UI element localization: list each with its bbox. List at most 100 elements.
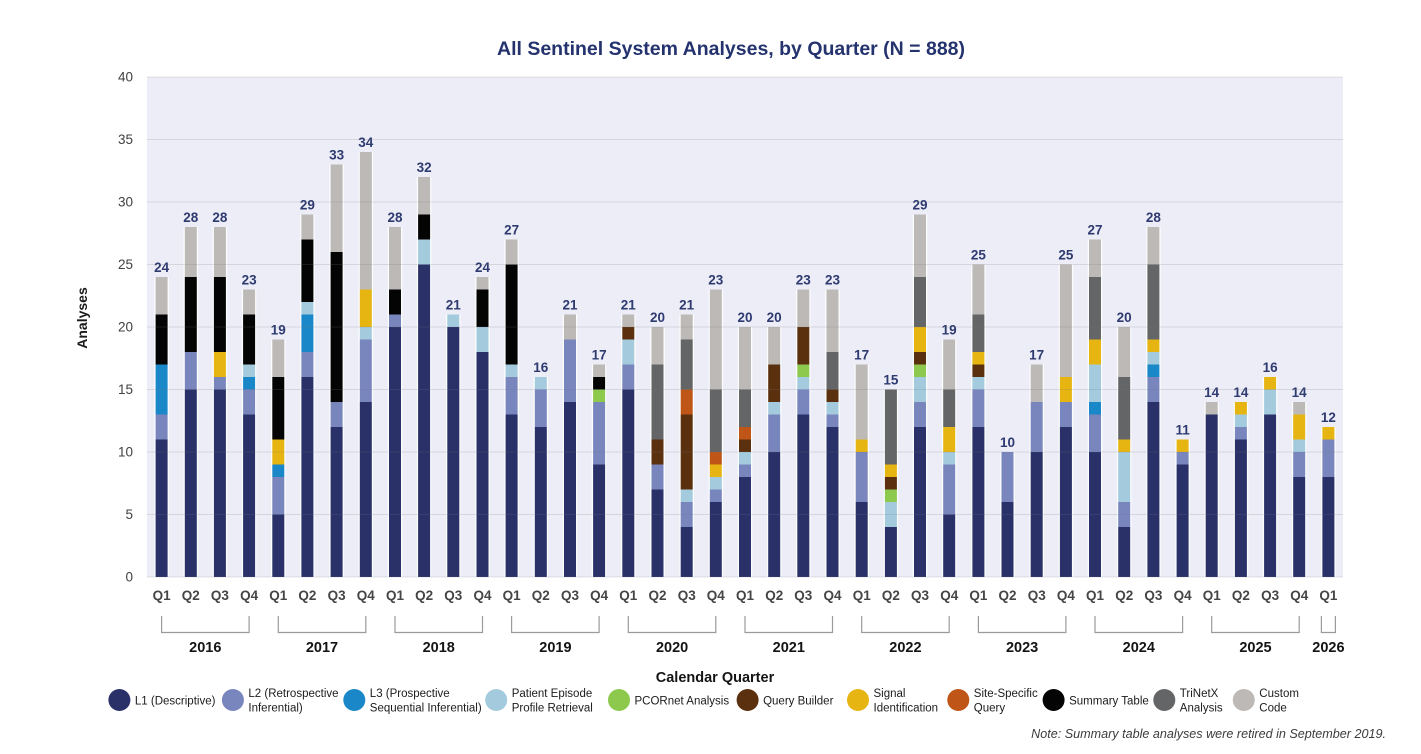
svg-text:Q2: Q2 [298,588,316,603]
svg-text:2019: 2019 [539,640,571,656]
svg-text:Q1: Q1 [503,588,522,603]
svg-text:14: 14 [1233,385,1249,400]
svg-text:10: 10 [1000,435,1015,450]
svg-text:21: 21 [446,298,462,313]
svg-text:20: 20 [737,310,752,325]
svg-text:Q3: Q3 [911,588,930,603]
svg-text:20: 20 [1117,310,1132,325]
svg-text:PCORnet Analysis: PCORnet Analysis [635,696,730,708]
svg-text:21: 21 [679,298,695,313]
svg-text:Q4: Q4 [940,588,959,603]
svg-text:Q1: Q1 [386,588,405,603]
svg-text:Analysis: Analysis [1180,703,1223,715]
svg-text:25: 25 [118,257,133,272]
svg-text:Q2: Q2 [648,588,666,603]
svg-text:34: 34 [358,135,374,150]
svg-text:Q2: Q2 [182,588,200,603]
svg-text:Q1: Q1 [1086,588,1105,603]
svg-text:2018: 2018 [423,640,455,656]
svg-text:25: 25 [971,248,987,263]
svg-text:Q4: Q4 [823,588,842,603]
svg-text:Q1: Q1 [1203,588,1222,603]
svg-text:Q2: Q2 [998,588,1016,603]
svg-text:Q1: Q1 [153,588,172,603]
svg-text:Q3: Q3 [1261,588,1280,603]
svg-text:2025: 2025 [1239,640,1271,656]
svg-text:20: 20 [767,310,782,325]
svg-text:Q3: Q3 [1144,588,1163,603]
svg-text:27: 27 [504,223,519,238]
svg-text:Q3: Q3 [678,588,697,603]
svg-text:28: 28 [212,210,228,225]
svg-text:Q3: Q3 [328,588,347,603]
svg-text:Q2: Q2 [1115,588,1133,603]
svg-text:17: 17 [592,348,607,363]
svg-text:10: 10 [118,445,133,460]
svg-text:Query: Query [974,703,1006,715]
svg-text:20: 20 [118,320,133,335]
svg-text:19: 19 [271,323,286,338]
svg-text:2026: 2026 [1312,640,1344,656]
svg-text:20: 20 [650,310,665,325]
svg-text:Q3: Q3 [794,588,813,603]
svg-text:17: 17 [1029,348,1044,363]
svg-text:12: 12 [1321,410,1336,425]
svg-text:23: 23 [796,273,812,288]
svg-text:40: 40 [118,70,133,85]
svg-text:L3 (Prospective: L3 (Prospective [370,688,450,700]
svg-text:16: 16 [533,360,549,375]
svg-text:Patient Episode: Patient Episode [512,688,593,700]
svg-text:21: 21 [562,298,578,313]
svg-text:Site-Specific: Site-Specific [974,688,1038,700]
svg-text:30: 30 [118,195,133,210]
svg-text:23: 23 [242,273,258,288]
svg-text:27: 27 [1087,223,1102,238]
svg-text:29: 29 [300,198,315,213]
svg-text:24: 24 [475,260,491,275]
svg-text:Q3: Q3 [211,588,230,603]
svg-text:17: 17 [854,348,869,363]
svg-text:2020: 2020 [656,640,688,656]
svg-text:24: 24 [154,260,170,275]
svg-text:Signal: Signal [874,688,906,700]
svg-text:Q4: Q4 [1057,588,1076,603]
svg-text:0: 0 [125,570,133,585]
svg-text:Note: Summary table analyses w: Note: Summary table analyses were retire… [1031,727,1386,741]
svg-text:Q4: Q4 [473,588,492,603]
svg-text:25: 25 [1058,248,1074,263]
svg-text:2023: 2023 [1006,640,1038,656]
svg-text:11: 11 [1175,423,1190,438]
svg-text:14: 14 [1204,385,1220,400]
svg-text:Code: Code [1259,703,1287,715]
svg-text:2017: 2017 [306,640,338,656]
svg-text:Q3: Q3 [561,588,580,603]
svg-text:L1 (Descriptive): L1 (Descriptive) [135,696,216,708]
svg-text:L2 (Retrospective: L2 (Retrospective [248,688,338,700]
svg-text:5: 5 [125,507,133,522]
svg-text:Q2: Q2 [765,588,783,603]
svg-text:Q4: Q4 [240,588,259,603]
svg-text:Custom: Custom [1259,688,1299,700]
svg-text:Inferential): Inferential) [248,703,303,715]
svg-text:16: 16 [1263,360,1279,375]
svg-text:Q1: Q1 [269,588,288,603]
svg-text:15: 15 [118,382,133,397]
svg-text:14: 14 [1292,385,1308,400]
svg-text:Q1: Q1 [853,588,872,603]
svg-text:28: 28 [387,210,403,225]
svg-text:Q4: Q4 [1174,588,1193,603]
svg-text:Q1: Q1 [969,588,988,603]
svg-text:28: 28 [183,210,199,225]
svg-text:Calendar Quarter: Calendar Quarter [656,670,775,686]
svg-text:Q3: Q3 [444,588,463,603]
svg-text:TriNetX: TriNetX [1180,688,1219,700]
svg-text:Q1: Q1 [736,588,755,603]
svg-text:Analyses: Analyses [74,287,90,349]
svg-text:28: 28 [1146,210,1162,225]
svg-text:Summary Table: Summary Table [1069,696,1149,708]
svg-text:35: 35 [118,132,133,147]
svg-text:2016: 2016 [189,640,221,656]
svg-text:29: 29 [912,198,927,213]
svg-text:Identification: Identification [874,703,939,715]
svg-text:Q2: Q2 [1232,588,1250,603]
